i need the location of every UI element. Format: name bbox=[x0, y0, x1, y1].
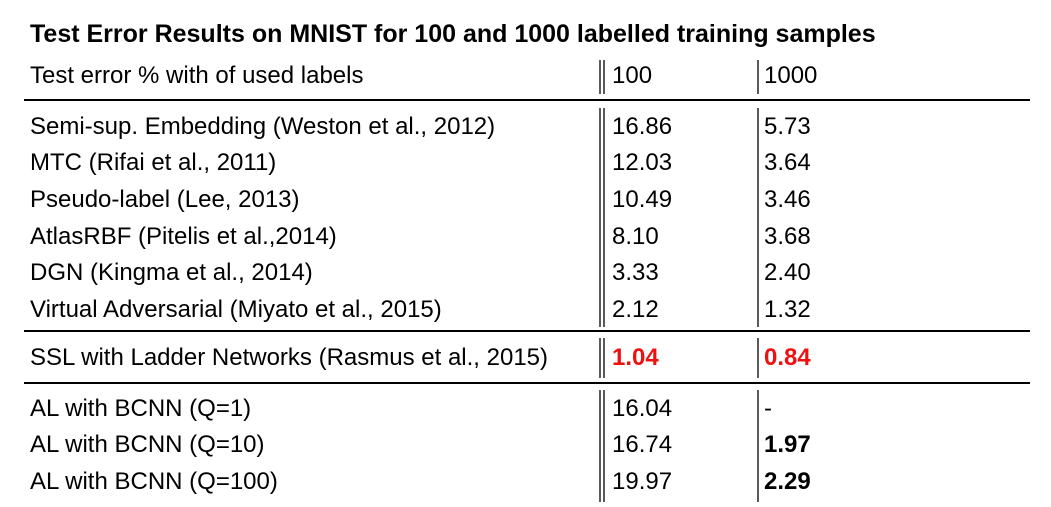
value-cell: 3.33 bbox=[612, 259, 659, 286]
value-cell: 0.84 bbox=[764, 344, 811, 371]
value-cell: 3.68 bbox=[764, 223, 811, 250]
header-cell: 1000 bbox=[764, 62, 818, 89]
value-cell: 8.10 bbox=[612, 223, 659, 250]
value-cell: 2.12 bbox=[612, 296, 659, 323]
value-cell: 3.46 bbox=[764, 186, 811, 213]
method-cell: AL with BCNN (Q=100) bbox=[30, 468, 278, 495]
method-cell: AL with BCNN (Q=1) bbox=[30, 395, 252, 422]
column-dividers bbox=[599, 60, 759, 502]
method-cell: MTC (Rifai et al., 2011) bbox=[30, 149, 277, 176]
value-cell: 16.04 bbox=[612, 395, 673, 422]
value-cell: 2.40 bbox=[764, 259, 811, 286]
method-cell: SSL with Ladder Networks (Rasmus et al.,… bbox=[30, 344, 549, 371]
value-cell: 2.29 bbox=[764, 468, 811, 495]
value-cell: 10.49 bbox=[612, 186, 673, 213]
value-cell: 1.32 bbox=[764, 296, 811, 323]
value-cell: - bbox=[764, 395, 772, 422]
value-cell: 16.86 bbox=[612, 113, 673, 140]
value-cell: 5.73 bbox=[764, 113, 811, 140]
method-cell: AL with BCNN (Q=10) bbox=[30, 431, 265, 458]
value-cell: 3.64 bbox=[764, 149, 811, 176]
header-cell: Test error % with of used labels bbox=[30, 62, 364, 89]
header-cell: 100 bbox=[612, 62, 653, 89]
method-cell: Virtual Adversarial (Miyato et al., 2015… bbox=[30, 296, 442, 323]
method-cell: Pseudo-label (Lee, 2013) bbox=[30, 186, 300, 213]
method-cell: AtlasRBF (Pitelis et al.,2014) bbox=[30, 223, 337, 250]
value-cell: 12.03 bbox=[612, 149, 673, 176]
method-cell: DGN (Kingma et al., 2014) bbox=[30, 259, 313, 286]
method-cell: Semi-sup. Embedding (Weston et al., 2012… bbox=[30, 113, 496, 140]
table-title: Test Error Results on MNIST for 100 and … bbox=[30, 20, 876, 48]
value-cell: 1.04 bbox=[612, 344, 659, 371]
value-cell: 19.97 bbox=[612, 468, 673, 495]
value-cell: 1.97 bbox=[764, 431, 811, 458]
value-cell: 16.74 bbox=[612, 431, 673, 458]
